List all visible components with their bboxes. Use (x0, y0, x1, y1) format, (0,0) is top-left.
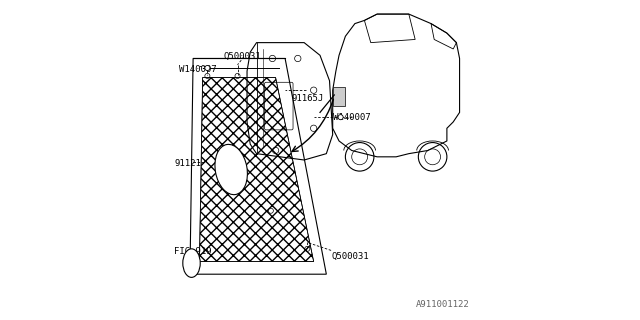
Text: 91121: 91121 (174, 159, 201, 168)
Text: A911001122: A911001122 (415, 300, 469, 309)
Text: 91165J: 91165J (291, 94, 324, 103)
FancyBboxPatch shape (333, 87, 346, 106)
Circle shape (205, 66, 210, 70)
Text: W140007: W140007 (333, 113, 371, 122)
Text: W140007: W140007 (179, 65, 216, 74)
Text: FIG.919: FIG.919 (174, 247, 212, 257)
Ellipse shape (215, 144, 248, 195)
Text: Q500031: Q500031 (223, 52, 261, 61)
Ellipse shape (183, 249, 200, 277)
Circle shape (338, 115, 343, 120)
Text: Q500031: Q500031 (331, 252, 369, 261)
